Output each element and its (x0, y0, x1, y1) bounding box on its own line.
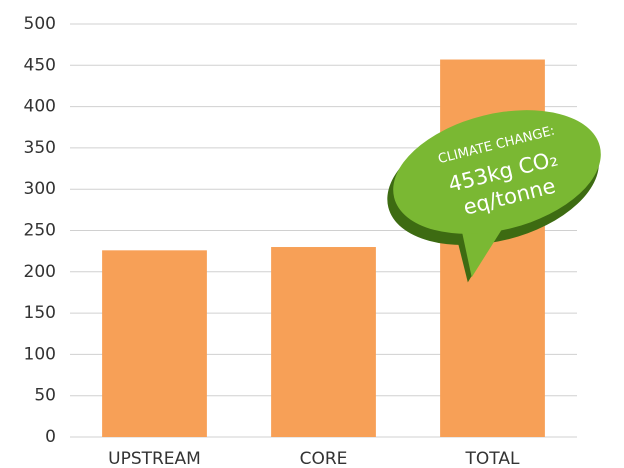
y-tick-label: 500 (24, 14, 56, 34)
bar (102, 250, 207, 437)
x-tick-label: CORE (300, 449, 348, 468)
y-tick-label: 0 (45, 427, 56, 447)
y-tick-label: 150 (24, 303, 56, 323)
x-tick-label: TOTAL (465, 449, 520, 468)
y-tick-label: 250 (24, 221, 56, 241)
y-tick-label: 300 (24, 179, 56, 199)
y-tick-label: 50 (34, 386, 56, 406)
x-tick-label: UPSTREAM (108, 449, 201, 468)
y-tick-label: 350 (24, 138, 56, 158)
y-tick-label: 400 (24, 97, 56, 117)
y-tick-label: 450 (24, 55, 56, 75)
y-tick-label: 100 (24, 344, 56, 364)
chart: 0 50 100 150 200 250 300 350 400 450 500 UPSTREAM CO… (0, 0, 624, 468)
bar (271, 247, 376, 437)
y-tick-label: 200 (24, 262, 56, 282)
